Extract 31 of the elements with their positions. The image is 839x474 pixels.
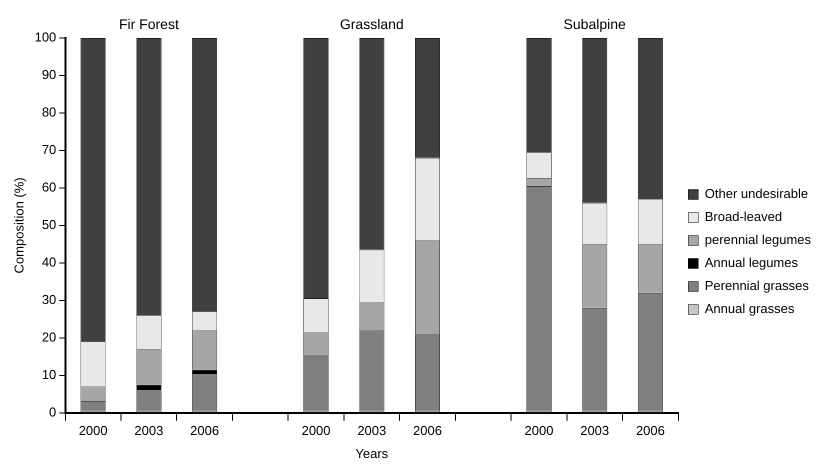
y-tick-label: 100: [34, 30, 56, 45]
legend-label: Broad-leaved: [704, 209, 782, 224]
y-tick-label: 60: [42, 180, 56, 194]
y-tick-label: 40: [42, 254, 56, 270]
x-tick-label: 2000: [524, 423, 554, 438]
x-tick-label: 2006: [636, 423, 665, 438]
x-tick-label: 2000: [78, 423, 108, 438]
y-tick-label: 30: [42, 292, 56, 307]
x-axis-title: Years: [355, 446, 389, 461]
y-tick-label: 0: [49, 404, 56, 420]
y-tick-label: 20: [42, 329, 56, 344]
text: Grassland: [340, 16, 404, 32]
y-tick-label: 50: [42, 216, 56, 232]
x-tick-label: 2003: [134, 423, 164, 438]
legend-label: Annual legumes: [704, 255, 798, 270]
legend-label: Other undesirable: [704, 186, 808, 202]
x-tick-label: 2006: [190, 423, 220, 438]
text: Subalpine: [564, 16, 626, 32]
x-tick-label: 2000: [302, 423, 331, 438]
legend-label: Annual grasses: [704, 301, 795, 316]
y-tick-label: 90: [42, 67, 56, 82]
y-axis-title: Composition (%): [11, 177, 26, 274]
text: Fir Forest: [118, 16, 179, 32]
y-tick-label: 70: [42, 142, 56, 158]
x-tick-label: 2003: [580, 423, 610, 438]
x-tick-label: 2006: [413, 423, 442, 438]
x-tick-label: 2003: [357, 423, 386, 438]
y-tick-label: 80: [42, 104, 56, 120]
y-tick-label: 10: [42, 366, 56, 382]
legend-label: Perennial grasses: [704, 278, 810, 294]
legend-label: perennial legumes: [704, 232, 812, 248]
